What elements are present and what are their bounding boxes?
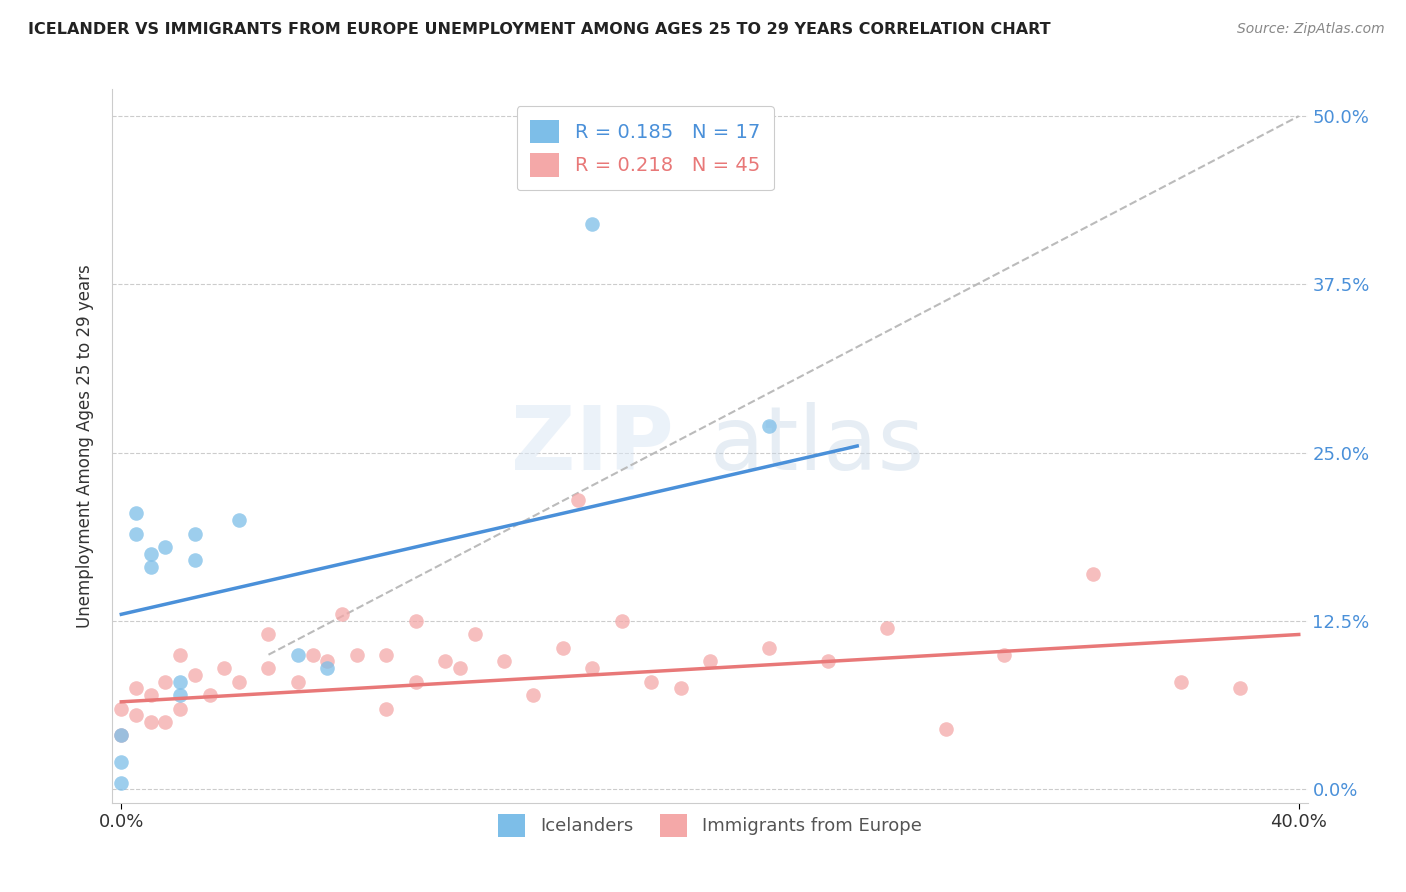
Point <box>110 775 132 789</box>
Point <box>758 640 780 655</box>
Point <box>155 540 177 554</box>
Point <box>110 729 132 743</box>
Point <box>125 506 148 520</box>
Point <box>1081 566 1104 581</box>
Point <box>155 674 177 689</box>
Point <box>169 701 191 715</box>
Point <box>169 688 191 702</box>
Text: ICELANDER VS IMMIGRANTS FROM EUROPE UNEMPLOYMENT AMONG AGES 25 TO 29 YEARS CORRE: ICELANDER VS IMMIGRANTS FROM EUROPE UNEM… <box>28 22 1050 37</box>
Point <box>464 627 486 641</box>
Point <box>110 756 132 770</box>
Point <box>405 674 427 689</box>
Point <box>375 648 398 662</box>
Point <box>301 648 323 662</box>
Point <box>522 688 544 702</box>
Point <box>139 714 162 729</box>
Text: atlas: atlas <box>710 402 925 490</box>
Point <box>876 621 898 635</box>
Point <box>610 614 633 628</box>
Point <box>434 655 457 669</box>
Point <box>993 648 1015 662</box>
Point <box>1170 674 1192 689</box>
Point <box>581 217 603 231</box>
Point <box>184 526 207 541</box>
Point <box>125 681 148 696</box>
Point <box>817 655 839 669</box>
Text: Source: ZipAtlas.com: Source: ZipAtlas.com <box>1237 22 1385 37</box>
Y-axis label: Unemployment Among Ages 25 to 29 years: Unemployment Among Ages 25 to 29 years <box>76 264 94 628</box>
Point <box>581 661 603 675</box>
Point <box>169 648 191 662</box>
Point <box>330 607 353 622</box>
Point <box>228 674 250 689</box>
Point <box>155 714 177 729</box>
Point <box>567 492 589 507</box>
Point <box>316 661 339 675</box>
Point <box>640 674 662 689</box>
Point <box>934 722 956 736</box>
Point <box>139 688 162 702</box>
Point <box>257 661 280 675</box>
Point <box>110 729 132 743</box>
Point <box>375 701 398 715</box>
Point <box>492 655 515 669</box>
Point <box>449 661 471 675</box>
Point <box>125 708 148 723</box>
Text: ZIP: ZIP <box>512 402 675 490</box>
Legend: Icelanders, Immigrants from Europe: Icelanders, Immigrants from Europe <box>491 807 929 844</box>
Point <box>257 627 280 641</box>
Point <box>551 640 574 655</box>
Point <box>287 648 309 662</box>
Point <box>405 614 427 628</box>
Point <box>758 418 780 433</box>
Point <box>169 674 191 689</box>
Point <box>139 547 162 561</box>
Point <box>198 688 221 702</box>
Point <box>669 681 692 696</box>
Point <box>1229 681 1251 696</box>
Point <box>184 553 207 567</box>
Point <box>287 674 309 689</box>
Point <box>110 701 132 715</box>
Point <box>316 655 339 669</box>
Point <box>228 513 250 527</box>
Point <box>139 560 162 574</box>
Point <box>125 526 148 541</box>
Point <box>699 655 721 669</box>
Point <box>184 668 207 682</box>
Point <box>214 661 236 675</box>
Point <box>346 648 368 662</box>
